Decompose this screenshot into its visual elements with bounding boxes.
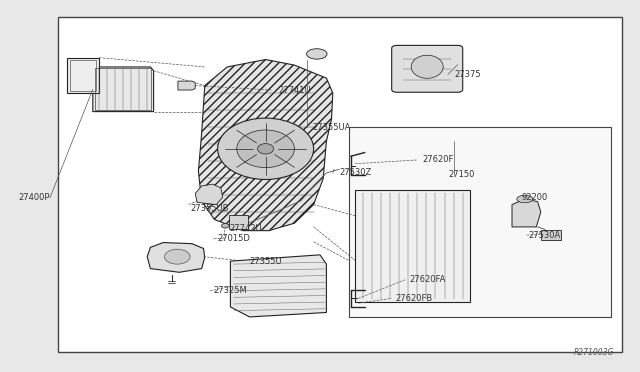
Polygon shape — [512, 199, 541, 227]
Ellipse shape — [237, 130, 294, 168]
Bar — [229, 215, 248, 229]
Ellipse shape — [164, 249, 190, 264]
Text: 27741U: 27741U — [278, 86, 311, 94]
Ellipse shape — [221, 224, 229, 228]
Text: 92200: 92200 — [522, 193, 548, 202]
Polygon shape — [67, 58, 99, 93]
Ellipse shape — [517, 195, 532, 203]
Text: 27325M: 27325M — [213, 286, 247, 295]
Ellipse shape — [307, 49, 327, 59]
Ellipse shape — [257, 144, 274, 154]
Text: 27150: 27150 — [448, 170, 474, 179]
Polygon shape — [198, 60, 333, 231]
Polygon shape — [93, 67, 154, 112]
Bar — [70, 60, 96, 91]
Text: 27620FB: 27620FB — [396, 294, 433, 303]
Polygon shape — [230, 255, 326, 317]
Text: 27530Z: 27530Z — [339, 169, 371, 177]
Polygon shape — [147, 243, 205, 272]
Bar — [355, 190, 470, 302]
Text: 27375: 27375 — [454, 70, 481, 79]
FancyBboxPatch shape — [392, 45, 463, 92]
Text: 27400P: 27400P — [18, 193, 49, 202]
Polygon shape — [178, 81, 195, 90]
Text: 27530A: 27530A — [528, 231, 560, 240]
Text: 27355UB: 27355UB — [191, 204, 229, 213]
Bar — [349, 127, 611, 317]
Bar — [58, 17, 622, 352]
Text: 27742U: 27742U — [229, 224, 262, 233]
Text: 27620FA: 27620FA — [410, 275, 446, 284]
Bar — [541, 230, 561, 240]
Polygon shape — [195, 184, 223, 205]
Bar — [95, 68, 151, 110]
Text: 27355U: 27355U — [250, 257, 282, 266]
Text: 27015D: 27015D — [218, 234, 250, 243]
Ellipse shape — [412, 55, 443, 78]
Text: R271003G: R271003G — [574, 348, 614, 357]
Text: 27620F: 27620F — [422, 155, 454, 164]
Text: 27355UA: 27355UA — [312, 123, 351, 132]
Ellipse shape — [218, 118, 314, 180]
